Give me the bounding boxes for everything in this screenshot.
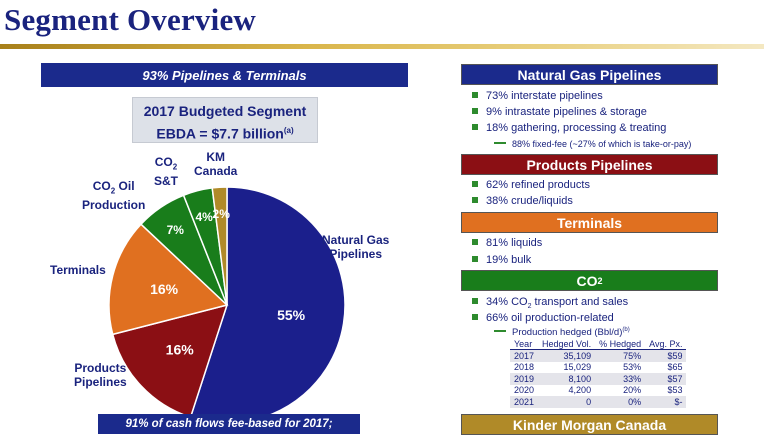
pie-value-label-co2-s-t: 4% — [195, 210, 213, 224]
list-item: 18% gathering, processing & treating — [472, 122, 666, 134]
pie-value-label-natural-gas-pipelines: 55% — [277, 307, 306, 323]
list-item: 19% bulk — [472, 254, 531, 266]
label-co2-st: CO2 S&T — [154, 155, 178, 189]
table-row: 2018 15,029 53% $65 — [510, 362, 686, 374]
label-co2-oil-production: CO2 Oil Production — [82, 179, 146, 213]
table-cell: 0% — [595, 396, 646, 408]
label-natural-gas-pipelines: Natural Gas Pipelines — [322, 233, 390, 261]
budget-line-1: 2017 Budgeted Segment — [143, 103, 307, 119]
list-item: 38% crude/liquids — [472, 195, 573, 207]
pie-value-label-terminals: 16% — [150, 281, 179, 297]
pie-value-label-co2-oil-production: 7% — [167, 223, 185, 237]
column-header: Avg. Px. — [645, 338, 687, 350]
budget-footnote: (a) — [283, 126, 294, 135]
table-cell: 2021 — [510, 396, 539, 408]
list-item: 9% intrastate pipelines & storage — [472, 106, 647, 118]
list-item: 62% refined products — [472, 179, 590, 191]
table-row: 2017 35,109 75% $59 — [510, 349, 687, 362]
table-cell: 33% — [595, 373, 646, 385]
table-cell: 75% — [595, 349, 646, 362]
header-terminals: Terminals — [461, 212, 718, 233]
pie-slice-terminals — [108, 223, 229, 336]
list-item: 73% interstate pipelines — [472, 90, 603, 102]
label-products-pipelines: Products Pipelines — [74, 361, 127, 389]
table-cell: 53% — [623, 362, 642, 373]
sub-item: 88% fixed-fee (~27% of which is take-or-… — [494, 139, 691, 149]
header-natural-gas-pipelines: Natural Gas Pipelines — [461, 64, 718, 85]
column-header: Hedged Vol. — [538, 338, 596, 350]
header-kinder-morgan-canada: Kinder Morgan Canada — [461, 414, 718, 435]
table-cell: 2020 — [514, 385, 535, 396]
table-cell: $53 — [667, 385, 683, 396]
list-item: 66% oil production-related — [472, 312, 614, 324]
pie-value-label-km-canada: 2% — [213, 207, 231, 221]
table-row: 2020 4,200 20% $53 — [510, 385, 686, 397]
budget-line-2: EBDA = $7.7 billion — [156, 125, 284, 142]
table-cell: 2019 — [510, 373, 539, 385]
table-cell: 20% — [623, 385, 642, 396]
label-km-canada: KM Canada — [194, 150, 238, 178]
table-header-row: Year Hedged Vol. % Hedged Avg. Px. — [510, 338, 687, 350]
page-title: Segment Overview — [4, 2, 256, 37]
list-item: 34% CO2 transport and sales — [472, 296, 628, 310]
pie-slice-km-canada — [211, 186, 228, 306]
table-row: 2019 8,100 33% $57 — [510, 373, 687, 385]
table-cell: $65 — [667, 362, 683, 373]
table-cell: 2018 — [514, 362, 535, 373]
table-cell: 35,109 — [538, 349, 596, 362]
title-rule — [0, 44, 764, 49]
column-header: Year — [510, 338, 539, 350]
column-header: % Hedged — [595, 338, 646, 350]
header-products-pipelines: Products Pipelines — [461, 154, 718, 175]
table-cell: $57 — [645, 373, 687, 385]
table-cell: 15,029 — [563, 362, 592, 373]
hedge-table: Year Hedged Vol. % Hedged Avg. Px. 2017 … — [510, 338, 687, 408]
sub-item: Production hedged (Bbl/d)(b) — [494, 327, 630, 338]
label-terminals: Terminals — [50, 263, 106, 277]
table-cell: 4,200 — [568, 385, 592, 396]
table-row: 2021 0 0% $- — [510, 396, 687, 408]
fee-based-footer: 91% of cash flows fee-based for 2017; — [98, 414, 360, 434]
table-cell: 8,100 — [538, 373, 596, 385]
list-item: 81% liquids — [472, 237, 542, 249]
table-cell: 0 — [538, 396, 596, 408]
table-cell: $- — [645, 396, 687, 408]
header-co2: CO 2 — [461, 270, 718, 291]
table-cell: $59 — [645, 349, 687, 362]
pipelines-terminals-banner: 93% Pipelines & Terminals — [41, 63, 408, 87]
budget-box: 2017 Budgeted Segment EBDA = $7.7 billio… — [132, 97, 318, 143]
table-cell: 2017 — [510, 349, 539, 362]
pie-value-label-products-pipelines: 16% — [166, 341, 195, 357]
